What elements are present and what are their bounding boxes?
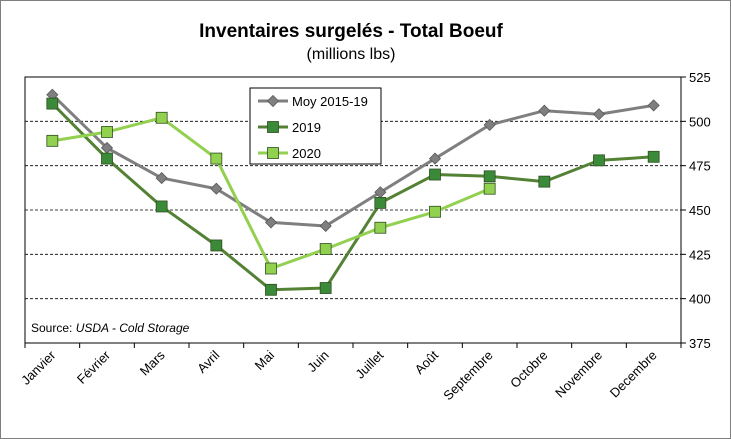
legend-item-2019: 2019 <box>258 120 321 135</box>
data-point-2019-mai <box>265 283 277 296</box>
y-tick-label-375: 375 <box>689 336 711 351</box>
data-point-2019-f-vrier <box>101 152 113 165</box>
y-tick-label-450: 450 <box>689 203 711 218</box>
data-point-2019-mars <box>155 200 168 213</box>
data-point-2019-octobre <box>538 175 551 188</box>
data-point-2020-ao-t <box>429 205 441 218</box>
series-line-moy-2015-19 <box>51 93 654 228</box>
data-point-moy-2015-19-mars <box>155 172 168 185</box>
legend-label-2019: 2019 <box>292 120 321 135</box>
data-point-2019-ao-t <box>429 168 441 181</box>
y-tick-label-475: 475 <box>689 159 711 174</box>
legend-marker-2020 <box>267 147 279 159</box>
data-point-2019-juillet <box>374 197 387 209</box>
source-text: USDA - Cold Storage <box>76 321 190 335</box>
data-point-moy-2015-19-juin <box>319 219 332 233</box>
data-point-moy-2015-19-mai <box>264 216 278 229</box>
legend-marker-2019 <box>267 121 279 133</box>
series-2019 <box>46 97 660 296</box>
data-point-2019-septembre <box>483 170 496 183</box>
y-tick-label-525: 525 <box>689 70 711 85</box>
data-point-2019-janvier <box>46 97 59 110</box>
series-line-2019 <box>51 102 654 292</box>
legend: Moy 2015-19 2019 2020 <box>249 87 382 165</box>
data-point-moy-2015-19-octobre <box>538 104 551 117</box>
series-moy-2015-19 <box>46 88 660 233</box>
y-tick-label-400: 400 <box>689 292 711 307</box>
grid-lines <box>25 120 681 300</box>
data-point-moy-2015-19-septembre <box>483 118 496 131</box>
data-point-moy-2015-19-ao-t <box>428 152 442 165</box>
data-point-2020-avril <box>210 152 223 165</box>
y-tick-label-425: 425 <box>689 247 711 262</box>
data-point-2020-mars <box>155 111 168 124</box>
y-axis: 375 400 425 450 475 500 525 <box>681 70 711 351</box>
chart-title: Inventaires surgelés - Total Boeuf <box>199 21 503 42</box>
data-point-2019-decembre <box>647 150 660 163</box>
data-point-2020-juillet <box>374 221 387 234</box>
chart-subtitle: (millions lbs) <box>307 46 396 63</box>
data-point-2020-f-vrier <box>101 126 113 138</box>
data-point-2019-novembre <box>593 154 605 167</box>
data-point-2019-avril <box>210 239 223 252</box>
source-note: Source: USDA - Cold Storage <box>31 321 190 335</box>
data-point-2020-juin <box>319 243 332 255</box>
data-point-moy-2015-19-decembre <box>647 99 660 112</box>
data-point-2020-septembre <box>483 182 496 195</box>
series-layer <box>46 88 660 296</box>
legend-label-2020: 2020 <box>292 146 321 161</box>
legend-item-2020: 2020 <box>258 146 321 161</box>
series-2020 <box>46 111 496 275</box>
legend-label-moy-2015-19: Moy 2015-19 <box>292 94 368 109</box>
legend-item-moy-2015-19: Moy 2015-19 <box>258 94 368 109</box>
y-tick-label-500: 500 <box>689 114 711 129</box>
data-point-2019-juin <box>319 282 332 294</box>
legend-marker-moy-2015-19 <box>266 94 280 108</box>
data-point-moy-2015-19-avril <box>210 182 223 195</box>
source-prefix: Source: <box>31 321 76 335</box>
data-point-2020-janvier <box>46 134 59 147</box>
data-point-2020-mai <box>265 262 277 275</box>
data-point-moy-2015-19-novembre <box>592 108 606 121</box>
